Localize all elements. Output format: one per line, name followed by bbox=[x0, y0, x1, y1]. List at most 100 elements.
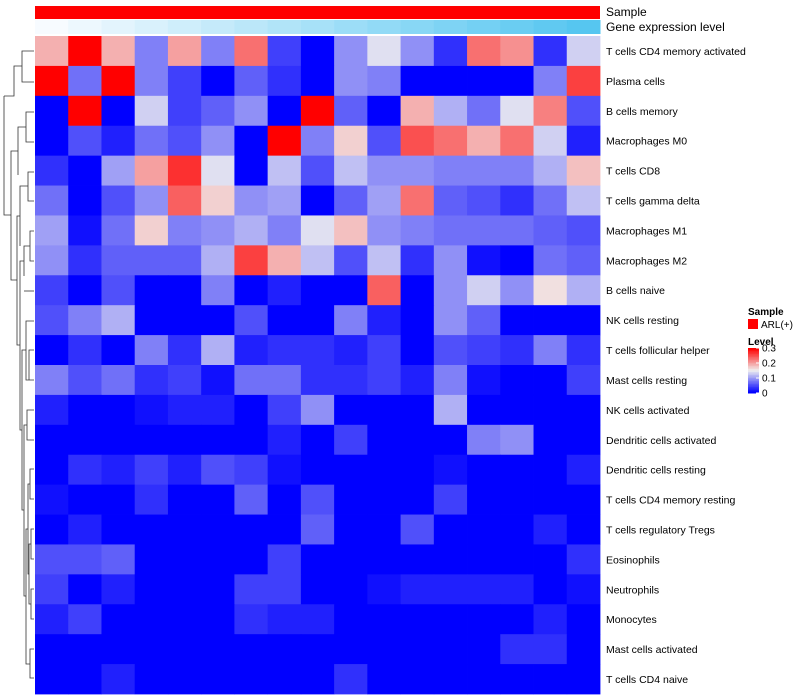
heatmap-cell bbox=[35, 634, 69, 665]
legend-gradient-step bbox=[748, 379, 759, 382]
heatmap-cell bbox=[400, 275, 435, 306]
heatmap-cell bbox=[467, 514, 501, 545]
heatmap-cell bbox=[101, 95, 136, 127]
heatmap-cell bbox=[566, 335, 601, 366]
heatmap-cell bbox=[201, 125, 235, 157]
heatmap-cell bbox=[500, 155, 534, 186]
heatmap-cell bbox=[134, 604, 169, 635]
heatmap-cell bbox=[201, 544, 235, 575]
heatmap-cell bbox=[134, 484, 169, 515]
heatmap-cell bbox=[134, 454, 169, 486]
heatmap-cell bbox=[167, 275, 202, 306]
heatmap-cell bbox=[334, 95, 368, 127]
heatmap-cell bbox=[201, 664, 235, 695]
heatmap-cell bbox=[400, 365, 435, 396]
heatmap-cell bbox=[201, 454, 235, 486]
heatmap-cell bbox=[167, 155, 202, 186]
heatmap-cell bbox=[533, 604, 568, 635]
heatmap-cell bbox=[367, 664, 401, 695]
heatmap-cell bbox=[367, 514, 401, 545]
heatmap-cell bbox=[467, 454, 501, 486]
heatmap-cell bbox=[500, 215, 534, 246]
heatmap-cell bbox=[467, 155, 501, 186]
heatmap-cell bbox=[433, 335, 468, 366]
heatmap-cell bbox=[167, 95, 202, 127]
heatmap-cell bbox=[467, 574, 501, 605]
expression-level-cell bbox=[267, 20, 302, 34]
heatmap-cell bbox=[300, 544, 335, 575]
legend-gradient-step bbox=[748, 378, 759, 380]
expression-annotation-label: Gene expression level bbox=[606, 20, 725, 34]
legend-gradient-step bbox=[748, 366, 759, 368]
heatmap-cell bbox=[566, 365, 601, 396]
heatmap-cell bbox=[134, 514, 169, 545]
heatmap-cell bbox=[267, 634, 302, 665]
heatmap-cell bbox=[400, 215, 435, 246]
heatmap-cell bbox=[201, 394, 235, 426]
heatmap-cell bbox=[533, 95, 568, 127]
heatmap-cell bbox=[566, 36, 601, 67]
heatmap-cell bbox=[367, 215, 401, 246]
heatmap-cell bbox=[101, 155, 136, 186]
heatmap-cell bbox=[201, 514, 235, 545]
heatmap-cell bbox=[35, 215, 69, 246]
legend-gradient-step bbox=[748, 363, 759, 365]
heatmap-cell bbox=[267, 514, 302, 545]
heatmap-cell bbox=[533, 454, 568, 486]
legend-gradient-step bbox=[748, 385, 759, 388]
heatmap-cell bbox=[400, 36, 435, 67]
heatmap-cell bbox=[134, 634, 169, 665]
heatmap-cell bbox=[334, 574, 368, 605]
heatmap-cell bbox=[134, 574, 169, 605]
heatmap-cell bbox=[234, 275, 269, 306]
heatmap-cell bbox=[167, 215, 202, 246]
heatmap-cell bbox=[35, 185, 69, 216]
heatmap-cell bbox=[400, 95, 435, 127]
expression-level-cell bbox=[68, 20, 102, 34]
heatmap-cell bbox=[533, 394, 568, 426]
heatmap-cell bbox=[201, 215, 235, 246]
legend-gradient-step bbox=[748, 351, 759, 353]
heatmap-cell bbox=[300, 65, 335, 97]
heatmap-cell bbox=[68, 424, 102, 456]
heatmap-cell bbox=[134, 36, 169, 67]
heatmap-cell bbox=[367, 484, 401, 515]
heatmap-cell bbox=[334, 514, 368, 545]
row-label: NK cells activated bbox=[606, 405, 690, 417]
row-label: Macrophages M2 bbox=[606, 255, 687, 267]
heatmap-cell bbox=[300, 95, 335, 127]
heatmap-cell bbox=[167, 544, 202, 575]
heatmap-cell bbox=[334, 155, 368, 186]
heatmap-cell bbox=[101, 245, 136, 276]
expression-level-cell bbox=[300, 20, 335, 34]
legend-gradient-step bbox=[748, 387, 759, 389]
heatmap-cell bbox=[134, 275, 169, 306]
heatmap-cell bbox=[300, 574, 335, 605]
row-label: Macrophages M1 bbox=[606, 225, 687, 237]
heatmap-cell bbox=[433, 454, 468, 486]
heatmap-cell bbox=[533, 305, 568, 336]
heatmap-cell bbox=[334, 335, 368, 366]
heatmap-cell bbox=[68, 275, 102, 306]
heatmap-cell bbox=[167, 574, 202, 605]
heatmap-cell bbox=[267, 245, 302, 276]
legend-tick-label: 0.2 bbox=[762, 359, 776, 370]
heatmap-cell bbox=[68, 634, 102, 665]
heatmap-cell bbox=[566, 634, 601, 665]
heatmap-cell bbox=[68, 185, 102, 216]
heatmap-cell bbox=[334, 65, 368, 97]
heatmap-cell bbox=[35, 544, 69, 575]
heatmap-cell bbox=[400, 335, 435, 366]
legend-gradient-step bbox=[748, 367, 759, 370]
heatmap-cell bbox=[334, 275, 368, 306]
heatmap-cell bbox=[134, 245, 169, 276]
row-label: Mast cells activated bbox=[606, 644, 698, 656]
heatmap-cell bbox=[367, 424, 401, 456]
heatmap-cell bbox=[101, 215, 136, 246]
heatmap-cell bbox=[234, 544, 269, 575]
heatmap-cell bbox=[134, 424, 169, 456]
heatmap-cell bbox=[68, 95, 102, 127]
heatmap-cell bbox=[566, 394, 601, 426]
legend-sample-swatch bbox=[748, 319, 758, 329]
heatmap-cell bbox=[500, 275, 534, 306]
